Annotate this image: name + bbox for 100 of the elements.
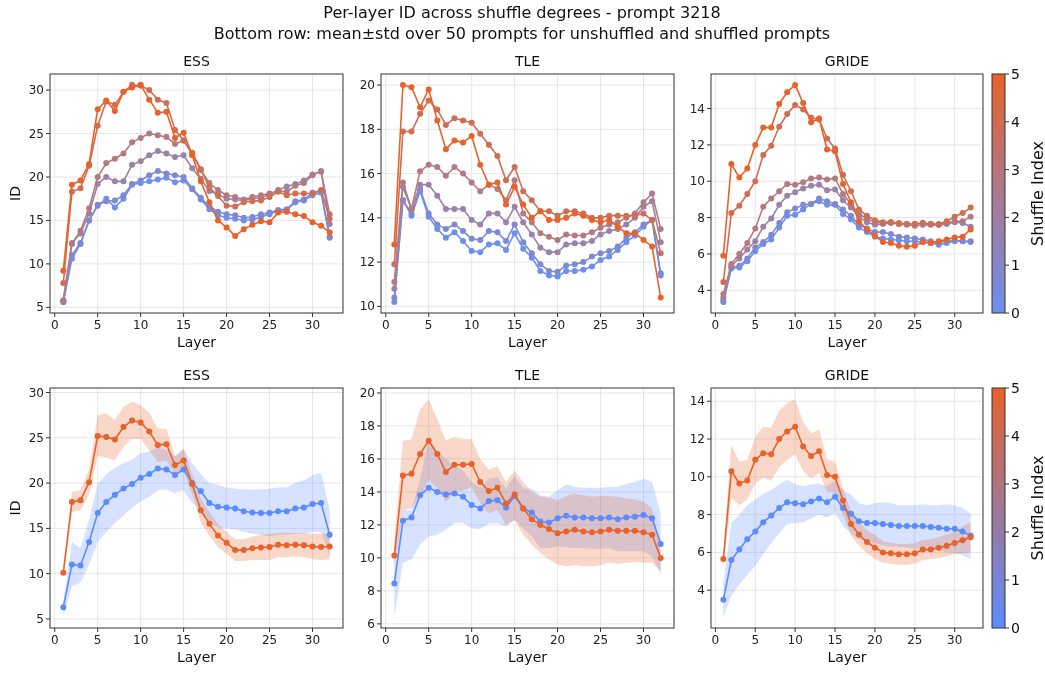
x-tick-label: 15 — [827, 633, 843, 647]
color-bar-label: 2 — [1011, 524, 1020, 540]
y-tick-label: 14 — [359, 484, 375, 499]
x-tick-label: 5 — [93, 318, 102, 332]
text: Bottom row: mean±std over 50 prompts for unshuffled and shuffled prompts — [213, 24, 831, 43]
x-tick-label: 30 — [947, 318, 963, 332]
y-tick-label: 5 — [36, 300, 44, 315]
x-tick-label: 25 — [592, 633, 609, 647]
x-tick-label: 15 — [827, 318, 843, 332]
color-bar-label: 4 — [1011, 113, 1020, 130]
x-tick-label: 0 — [50, 318, 59, 332]
x-axis-title: Layer — [176, 334, 217, 350]
x-tick-label: 30 — [304, 633, 321, 647]
x-tick-label: 15 — [175, 318, 192, 332]
color-bar-label: 5 — [1011, 380, 1020, 396]
y-tick-label: 15 — [28, 521, 44, 536]
color-bar-label: 5 — [1011, 66, 1020, 82]
x-tick-label: 5 — [93, 633, 102, 647]
y-tick-label: 25 — [28, 126, 44, 141]
y-tick-label: 20 — [359, 385, 375, 400]
y-tick-label: 6 — [697, 545, 705, 560]
x-tick-label: 10 — [787, 318, 803, 332]
x-tick-label: 20 — [549, 633, 566, 647]
x-tick-label: 20 — [218, 318, 235, 332]
y-tick-label: 20 — [359, 78, 375, 93]
y-tick-label: 10 — [689, 174, 705, 189]
chart-title: ESS — [183, 367, 210, 383]
x-tick-label: 25 — [592, 318, 609, 332]
y-tick-label: 14 — [359, 210, 375, 225]
color-bar-label: 3 — [1011, 476, 1020, 492]
x-tick-label: 20 — [218, 633, 235, 647]
x-tick-label: 20 — [867, 633, 883, 647]
chart-title: ESS — [183, 53, 210, 69]
y-tick-label: 12 — [359, 517, 375, 532]
y-tick-label: 5 — [36, 611, 44, 626]
x-tick-label: 5 — [751, 633, 760, 647]
y-tick-label: 18 — [359, 418, 375, 433]
color-bar-label: 0 — [1011, 305, 1020, 321]
x-tick-label: 10 — [464, 318, 480, 332]
y-tick-label: 14 — [689, 394, 705, 409]
x-tick-label: 20 — [867, 318, 883, 332]
x-axis-title: Layer — [827, 649, 867, 665]
x-tick-label: 10 — [133, 318, 149, 332]
x-axis-title: Layer — [176, 649, 217, 665]
y-tick-label: 25 — [28, 430, 44, 445]
text: Per-layer ID across shuffle degrees - prompt 3218 — [323, 3, 721, 22]
y-tick-label: 4 — [697, 583, 705, 598]
color-bar-label: 0 — [1011, 620, 1020, 636]
y-tick-label: 6 — [367, 616, 375, 631]
x-axis-title: Layer — [507, 334, 548, 350]
y-tick-label: 12 — [359, 255, 375, 270]
x-tick-label: 15 — [506, 318, 523, 332]
y-tick-label: 30 — [28, 385, 44, 400]
chart-title: TLE — [513, 53, 541, 69]
x-tick-label: 10 — [787, 633, 803, 647]
x-tick-label: 25 — [907, 633, 923, 647]
x-tick-label: 15 — [506, 633, 523, 647]
x-tick-label: 5 — [424, 318, 433, 332]
x-tick-label: 10 — [133, 633, 149, 647]
y-tick-label: 10 — [359, 550, 375, 565]
y-axis-title: ID — [7, 500, 23, 516]
y-tick-label: 16 — [359, 166, 375, 181]
chart-title: GRIDE — [824, 367, 870, 383]
x-axis-title: Layer — [507, 649, 548, 665]
y-tick-label: 4 — [697, 283, 705, 298]
color-bar-title: Shuffle Index — [1028, 455, 1045, 561]
x-tick-label: 20 — [549, 318, 566, 332]
y-tick-label: 15 — [28, 213, 44, 228]
y-tick-label: 20 — [28, 476, 44, 491]
color-bar-label: 1 — [1011, 572, 1020, 588]
y-tick-label: 12 — [689, 137, 705, 152]
x-tick-label: 30 — [635, 318, 652, 332]
color-bar-label: 2 — [1011, 209, 1020, 226]
x-tick-label: 30 — [304, 318, 321, 332]
y-tick-label: 14 — [689, 101, 705, 116]
y-tick-label: 10 — [689, 469, 705, 484]
x-tick-label: 10 — [464, 633, 480, 647]
y-tick-label: 8 — [697, 507, 705, 522]
x-tick-label: 0 — [381, 633, 390, 647]
chart-title: TLE — [513, 367, 541, 383]
y-tick-label: 16 — [359, 451, 375, 466]
y-tick-label: 10 — [359, 299, 375, 314]
chart-title: GRIDE — [824, 53, 870, 69]
y-tick-label: 20 — [28, 169, 44, 184]
color-bar-label: 1 — [1011, 257, 1020, 274]
x-tick-label: 0 — [50, 633, 59, 647]
x-tick-label: 30 — [947, 633, 963, 647]
color-bar-label: 3 — [1011, 161, 1020, 178]
y-tick-label: 10 — [28, 256, 44, 271]
x-tick-label: 15 — [175, 633, 192, 647]
x-tick-label: 0 — [711, 318, 720, 332]
x-tick-label: 30 — [635, 633, 652, 647]
y-tick-label: 10 — [28, 566, 44, 581]
y-axis-title: ID — [7, 186, 23, 201]
x-tick-label: 0 — [381, 318, 390, 332]
x-tick-label: 5 — [751, 318, 760, 332]
y-tick-label: 18 — [359, 122, 375, 137]
x-axis-title: Layer — [827, 334, 867, 350]
x-tick-label: 0 — [711, 633, 720, 647]
x-tick-label: 25 — [261, 633, 278, 647]
